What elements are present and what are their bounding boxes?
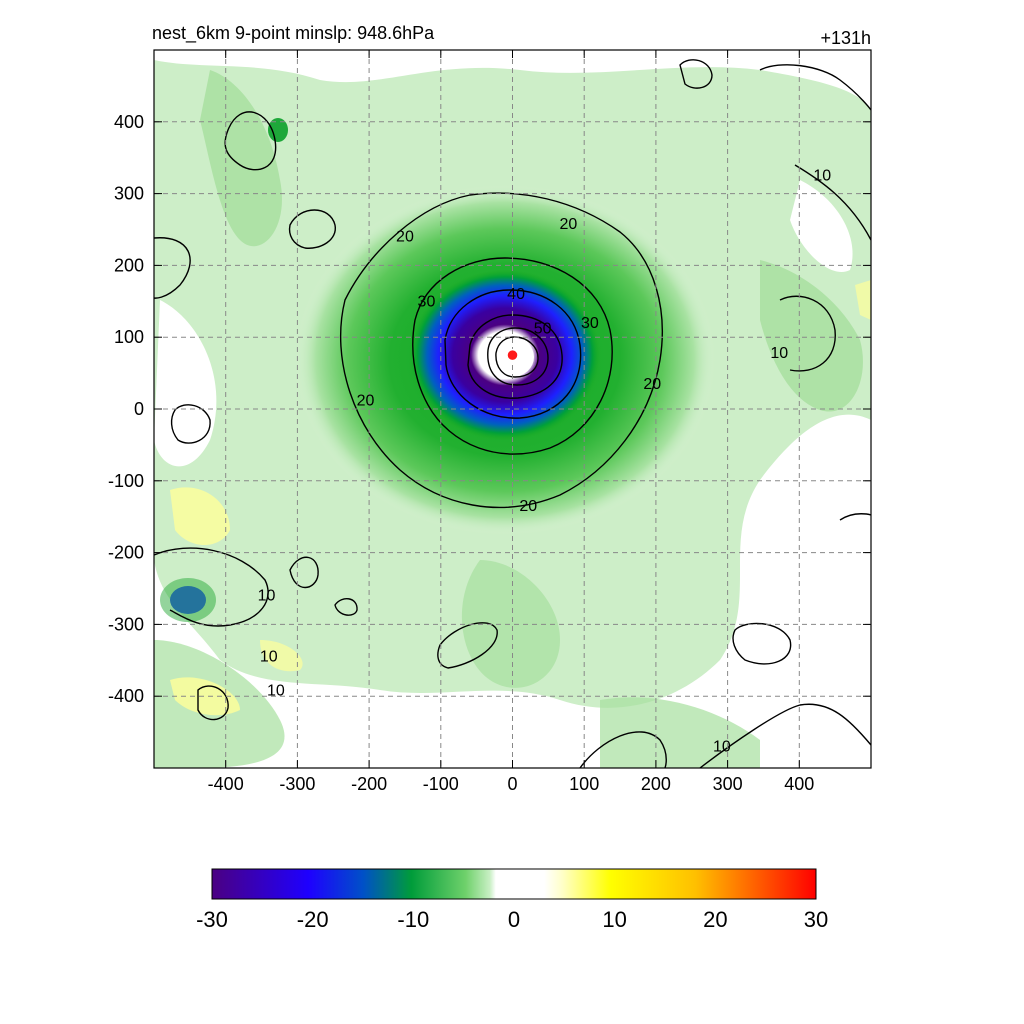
shade-patch — [260, 640, 303, 672]
colorbar-tick-label: 20 — [703, 907, 727, 932]
colorbar-tick-label: 0 — [508, 907, 520, 932]
contour-outer — [732, 622, 792, 665]
colorbar-tick-label: -10 — [397, 907, 429, 932]
contour-label: 30 — [418, 293, 436, 310]
contour-label: 10 — [713, 738, 731, 755]
y-tick-label: -300 — [108, 614, 144, 634]
y-tick-label: -200 — [108, 543, 144, 563]
contour-label: 40 — [507, 286, 525, 303]
shade-patch — [200, 70, 282, 247]
shade-patch — [154, 300, 217, 467]
plot-area: 20 20 20 20 20 30 30 40 50 10 10 10 10 10 10 — [154, 50, 871, 768]
contour-outer — [794, 164, 871, 241]
contour-label: 50 — [534, 321, 552, 338]
contour-20 — [339, 192, 663, 509]
shade-patch — [600, 697, 760, 768]
contour-outer — [679, 59, 713, 89]
contour-outer — [154, 237, 191, 299]
shade-patch — [461, 560, 560, 688]
contour-outer — [288, 209, 336, 249]
contour-label: 20 — [396, 229, 414, 246]
storm-center-marker — [506, 348, 519, 362]
contour-outer — [197, 685, 229, 721]
colorbar-tick-label: -30 — [196, 907, 228, 932]
contour-30 — [412, 257, 613, 455]
x-tick-label: 100 — [569, 774, 599, 794]
y-tick-label: -400 — [108, 686, 144, 706]
shade-patch — [170, 677, 240, 716]
contour-outer — [699, 703, 871, 768]
x-tick-label: 300 — [713, 774, 743, 794]
contour-50 — [467, 314, 563, 399]
contour-outer — [170, 404, 211, 444]
contour-label: 20 — [560, 216, 578, 233]
x-tick-label: -100 — [423, 774, 459, 794]
cyclone-shading — [295, 185, 715, 535]
y-tick-label: 200 — [114, 255, 144, 275]
forecast-hour-label: +131h — [820, 28, 871, 48]
contour-outer — [759, 64, 871, 111]
contour-label: 20 — [519, 498, 537, 515]
grid-lines — [154, 50, 871, 768]
contour-outer — [579, 731, 667, 768]
contour-label: 30 — [581, 315, 599, 332]
contour-labels: 20 20 20 20 20 30 30 40 50 10 10 10 10 10 10 — [258, 168, 832, 756]
y-tick-label: 300 — [114, 184, 144, 204]
contour-label: 10 — [813, 168, 831, 185]
contour-outer — [334, 598, 358, 616]
chart-title: nest_6km 9-point minslp: 948.6hPa — [152, 23, 435, 44]
colorbar-tick-label: 10 — [602, 907, 626, 932]
contour-70 — [495, 336, 539, 378]
colorbar-ramp — [211, 868, 817, 900]
contour-outer — [154, 547, 269, 627]
x-tick-label: 0 — [507, 774, 517, 794]
contour-label: 20 — [643, 376, 661, 393]
y-tick-label: 0 — [134, 399, 144, 419]
contour-outer — [224, 111, 277, 171]
x-tick-label: -300 — [279, 774, 315, 794]
contour-label: 10 — [260, 649, 278, 666]
shade-patch — [160, 578, 216, 622]
y-axis: 400 300 200 100 0 -100 -200 -300 -400 — [108, 112, 871, 706]
x-tick-label: 200 — [641, 774, 671, 794]
shade-patch — [268, 118, 288, 142]
shade-patch — [790, 180, 853, 272]
colorbar-tick-label: 30 — [804, 907, 828, 932]
x-axis: -400 -300 -200 -100 0 100 200 300 400 — [208, 50, 814, 794]
x-tick-label: -400 — [208, 774, 244, 794]
contour-label: 20 — [357, 392, 375, 409]
colorbar-tick-label: -20 — [297, 907, 329, 932]
y-tick-label: -100 — [108, 471, 144, 491]
contour-label: 10 — [267, 682, 285, 699]
y-tick-label: 100 — [114, 327, 144, 347]
contour-label: 10 — [770, 345, 788, 362]
x-tick-label: 400 — [784, 774, 814, 794]
y-tick-label: 400 — [114, 112, 144, 132]
x-tick-label: -200 — [351, 774, 387, 794]
shade-patch — [170, 487, 230, 545]
contour-label: 10 — [258, 588, 276, 605]
colorbar-ticks: -30 -20 -10 0 10 20 30 — [196, 907, 828, 932]
contour-60 — [487, 327, 549, 386]
shade-patch — [855, 280, 871, 320]
colorbar: -30 -20 -10 0 10 20 30 — [196, 868, 828, 932]
